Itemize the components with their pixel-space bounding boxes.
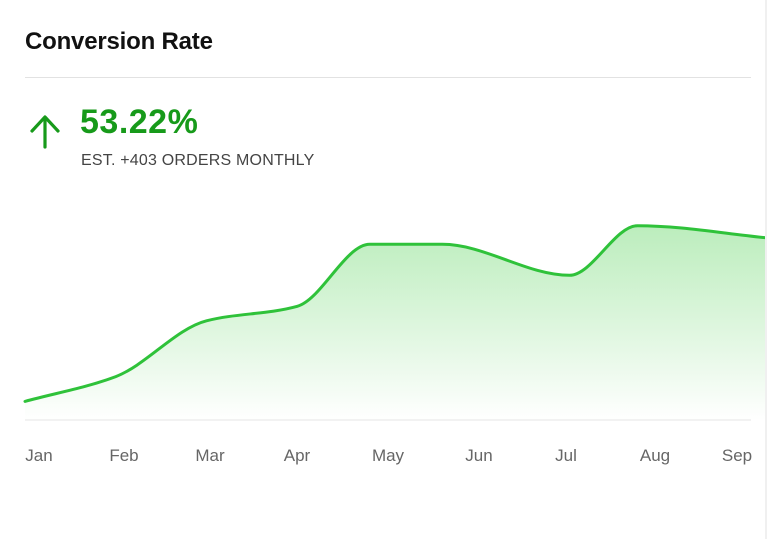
x-tick-label-may: May <box>372 446 405 465</box>
x-tick-label-feb: Feb <box>109 446 138 465</box>
x-tick-label-sep: Sep <box>722 446 752 465</box>
x-tick-label-jul: Jul <box>555 446 577 465</box>
series-line <box>23 224 767 403</box>
card-edge <box>765 0 767 539</box>
x-axis-ticks: Jan Feb Mar Apr May Jun Jul Aug Sep <box>25 446 752 465</box>
arrow-up-icon <box>30 115 60 149</box>
header-divider <box>25 77 751 78</box>
metric-value: 53.22% <box>80 103 199 141</box>
metric-subtitle: EST. +403 ORDERS MONTHLY <box>81 152 315 169</box>
x-tick-label-aug: Aug <box>640 446 670 465</box>
x-tick-label-jun: Jun <box>465 446 492 465</box>
area-fill <box>25 225 767 420</box>
x-tick-label-jan: Jan <box>25 446 52 465</box>
x-tick-label-apr: Apr <box>284 446 311 465</box>
card-title: Conversion Rate <box>25 28 213 55</box>
x-tick-label-mar: Mar <box>195 446 225 465</box>
